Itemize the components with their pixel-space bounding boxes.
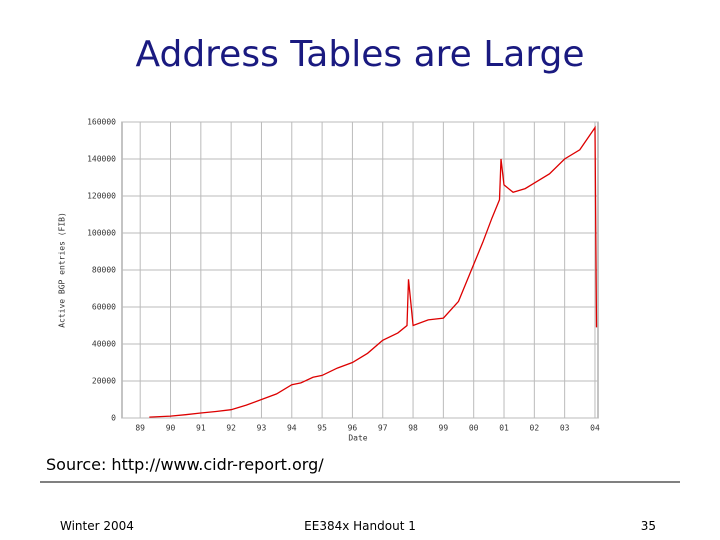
x-tick-label: 90 <box>166 424 176 433</box>
x-tick-label: 94 <box>287 424 297 433</box>
footer-left: Winter 2004 <box>60 519 134 533</box>
x-tick-label: 04 <box>590 424 600 433</box>
y-tick-label: 160000 <box>87 118 116 127</box>
source-note: Source: http://www.cidr-report.org/ <box>46 455 324 474</box>
y-tick-label: 140000 <box>87 155 116 164</box>
x-tick-label: 93 <box>257 424 267 433</box>
x-tick-label: 99 <box>439 424 449 433</box>
y-tick-label: 20000 <box>92 377 116 386</box>
y-tick-label: 80000 <box>92 266 116 275</box>
x-tick-label: 01 <box>499 424 509 433</box>
y-tick-label: 0 <box>111 414 116 423</box>
page-number: 35 <box>641 519 656 533</box>
x-tick-label: 02 <box>530 424 540 433</box>
y-tick-label: 120000 <box>87 192 116 201</box>
y-tick-label: 60000 <box>92 303 116 312</box>
x-tick-label: 00 <box>469 424 479 433</box>
x-tick-label: 95 <box>317 424 327 433</box>
y-tick-label: 40000 <box>92 340 116 349</box>
x-tick-label: 91 <box>196 424 206 433</box>
x-tick-label: 89 <box>135 424 145 433</box>
data-line <box>149 125 598 418</box>
x-tick-label: 96 <box>348 424 358 433</box>
footer-center: EE384x Handout 1 <box>304 519 416 533</box>
y-axis-label: Active BGP entries (FIB) <box>58 212 67 328</box>
x-axis-label: Date <box>348 434 367 443</box>
x-tick-label: 03 <box>560 424 570 433</box>
slide-title: Address Tables are Large <box>135 34 584 75</box>
y-tick-label: 100000 <box>87 229 116 238</box>
x-tick-label: 98 <box>408 424 418 433</box>
x-tick-label: 97 <box>378 424 388 433</box>
x-tick-label: 92 <box>226 424 236 433</box>
